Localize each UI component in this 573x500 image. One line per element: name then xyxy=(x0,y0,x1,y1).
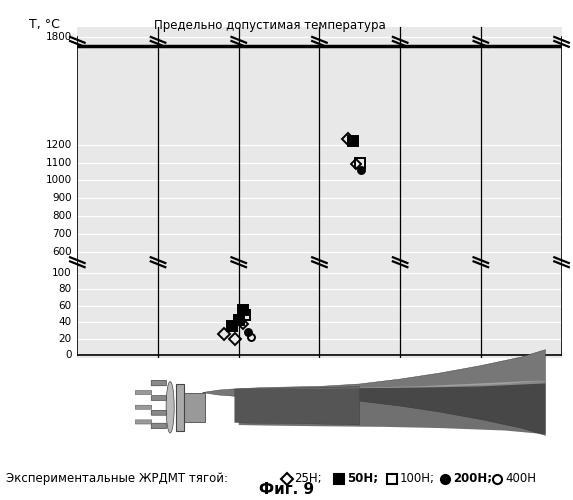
FancyBboxPatch shape xyxy=(151,410,167,415)
Ellipse shape xyxy=(166,382,174,433)
Text: 100Н;: 100Н; xyxy=(400,472,435,485)
Text: 600: 600 xyxy=(52,247,72,257)
Text: T, °C: T, °C xyxy=(29,18,60,31)
FancyBboxPatch shape xyxy=(151,380,167,386)
Text: Экспериментальные ЖРДМТ тягой:: Экспериментальные ЖРДМТ тягой: xyxy=(6,472,227,485)
Text: 900: 900 xyxy=(52,194,72,203)
FancyBboxPatch shape xyxy=(151,423,167,428)
Text: 25Н;: 25Н; xyxy=(295,472,322,485)
Text: 200Н;: 200Н; xyxy=(453,472,492,485)
Text: Фиг. 9: Фиг. 9 xyxy=(259,482,314,498)
Text: 0: 0 xyxy=(65,350,72,360)
Text: Предельно допустимая температура: Предельно допустимая температура xyxy=(154,20,386,32)
FancyBboxPatch shape xyxy=(151,396,167,400)
Text: 400Н: 400Н xyxy=(505,472,536,485)
Text: 700: 700 xyxy=(52,229,72,239)
Polygon shape xyxy=(239,380,545,434)
Text: 1100: 1100 xyxy=(45,158,72,168)
Text: 1200: 1200 xyxy=(45,140,72,149)
Text: 800: 800 xyxy=(52,211,72,221)
Polygon shape xyxy=(231,380,545,389)
Polygon shape xyxy=(202,350,545,436)
Text: 100: 100 xyxy=(52,268,72,278)
Text: 80: 80 xyxy=(58,284,72,294)
Text: 1800: 1800 xyxy=(45,32,72,42)
Text: 1000: 1000 xyxy=(46,176,72,186)
Polygon shape xyxy=(182,392,205,422)
FancyBboxPatch shape xyxy=(135,390,152,394)
Polygon shape xyxy=(176,384,184,430)
Text: 50Н;: 50Н; xyxy=(347,472,378,485)
Text: 40: 40 xyxy=(58,317,72,327)
FancyBboxPatch shape xyxy=(135,405,152,409)
FancyBboxPatch shape xyxy=(135,420,152,424)
Text: 60: 60 xyxy=(58,300,72,310)
Text: 20: 20 xyxy=(58,334,72,344)
Polygon shape xyxy=(235,386,360,425)
